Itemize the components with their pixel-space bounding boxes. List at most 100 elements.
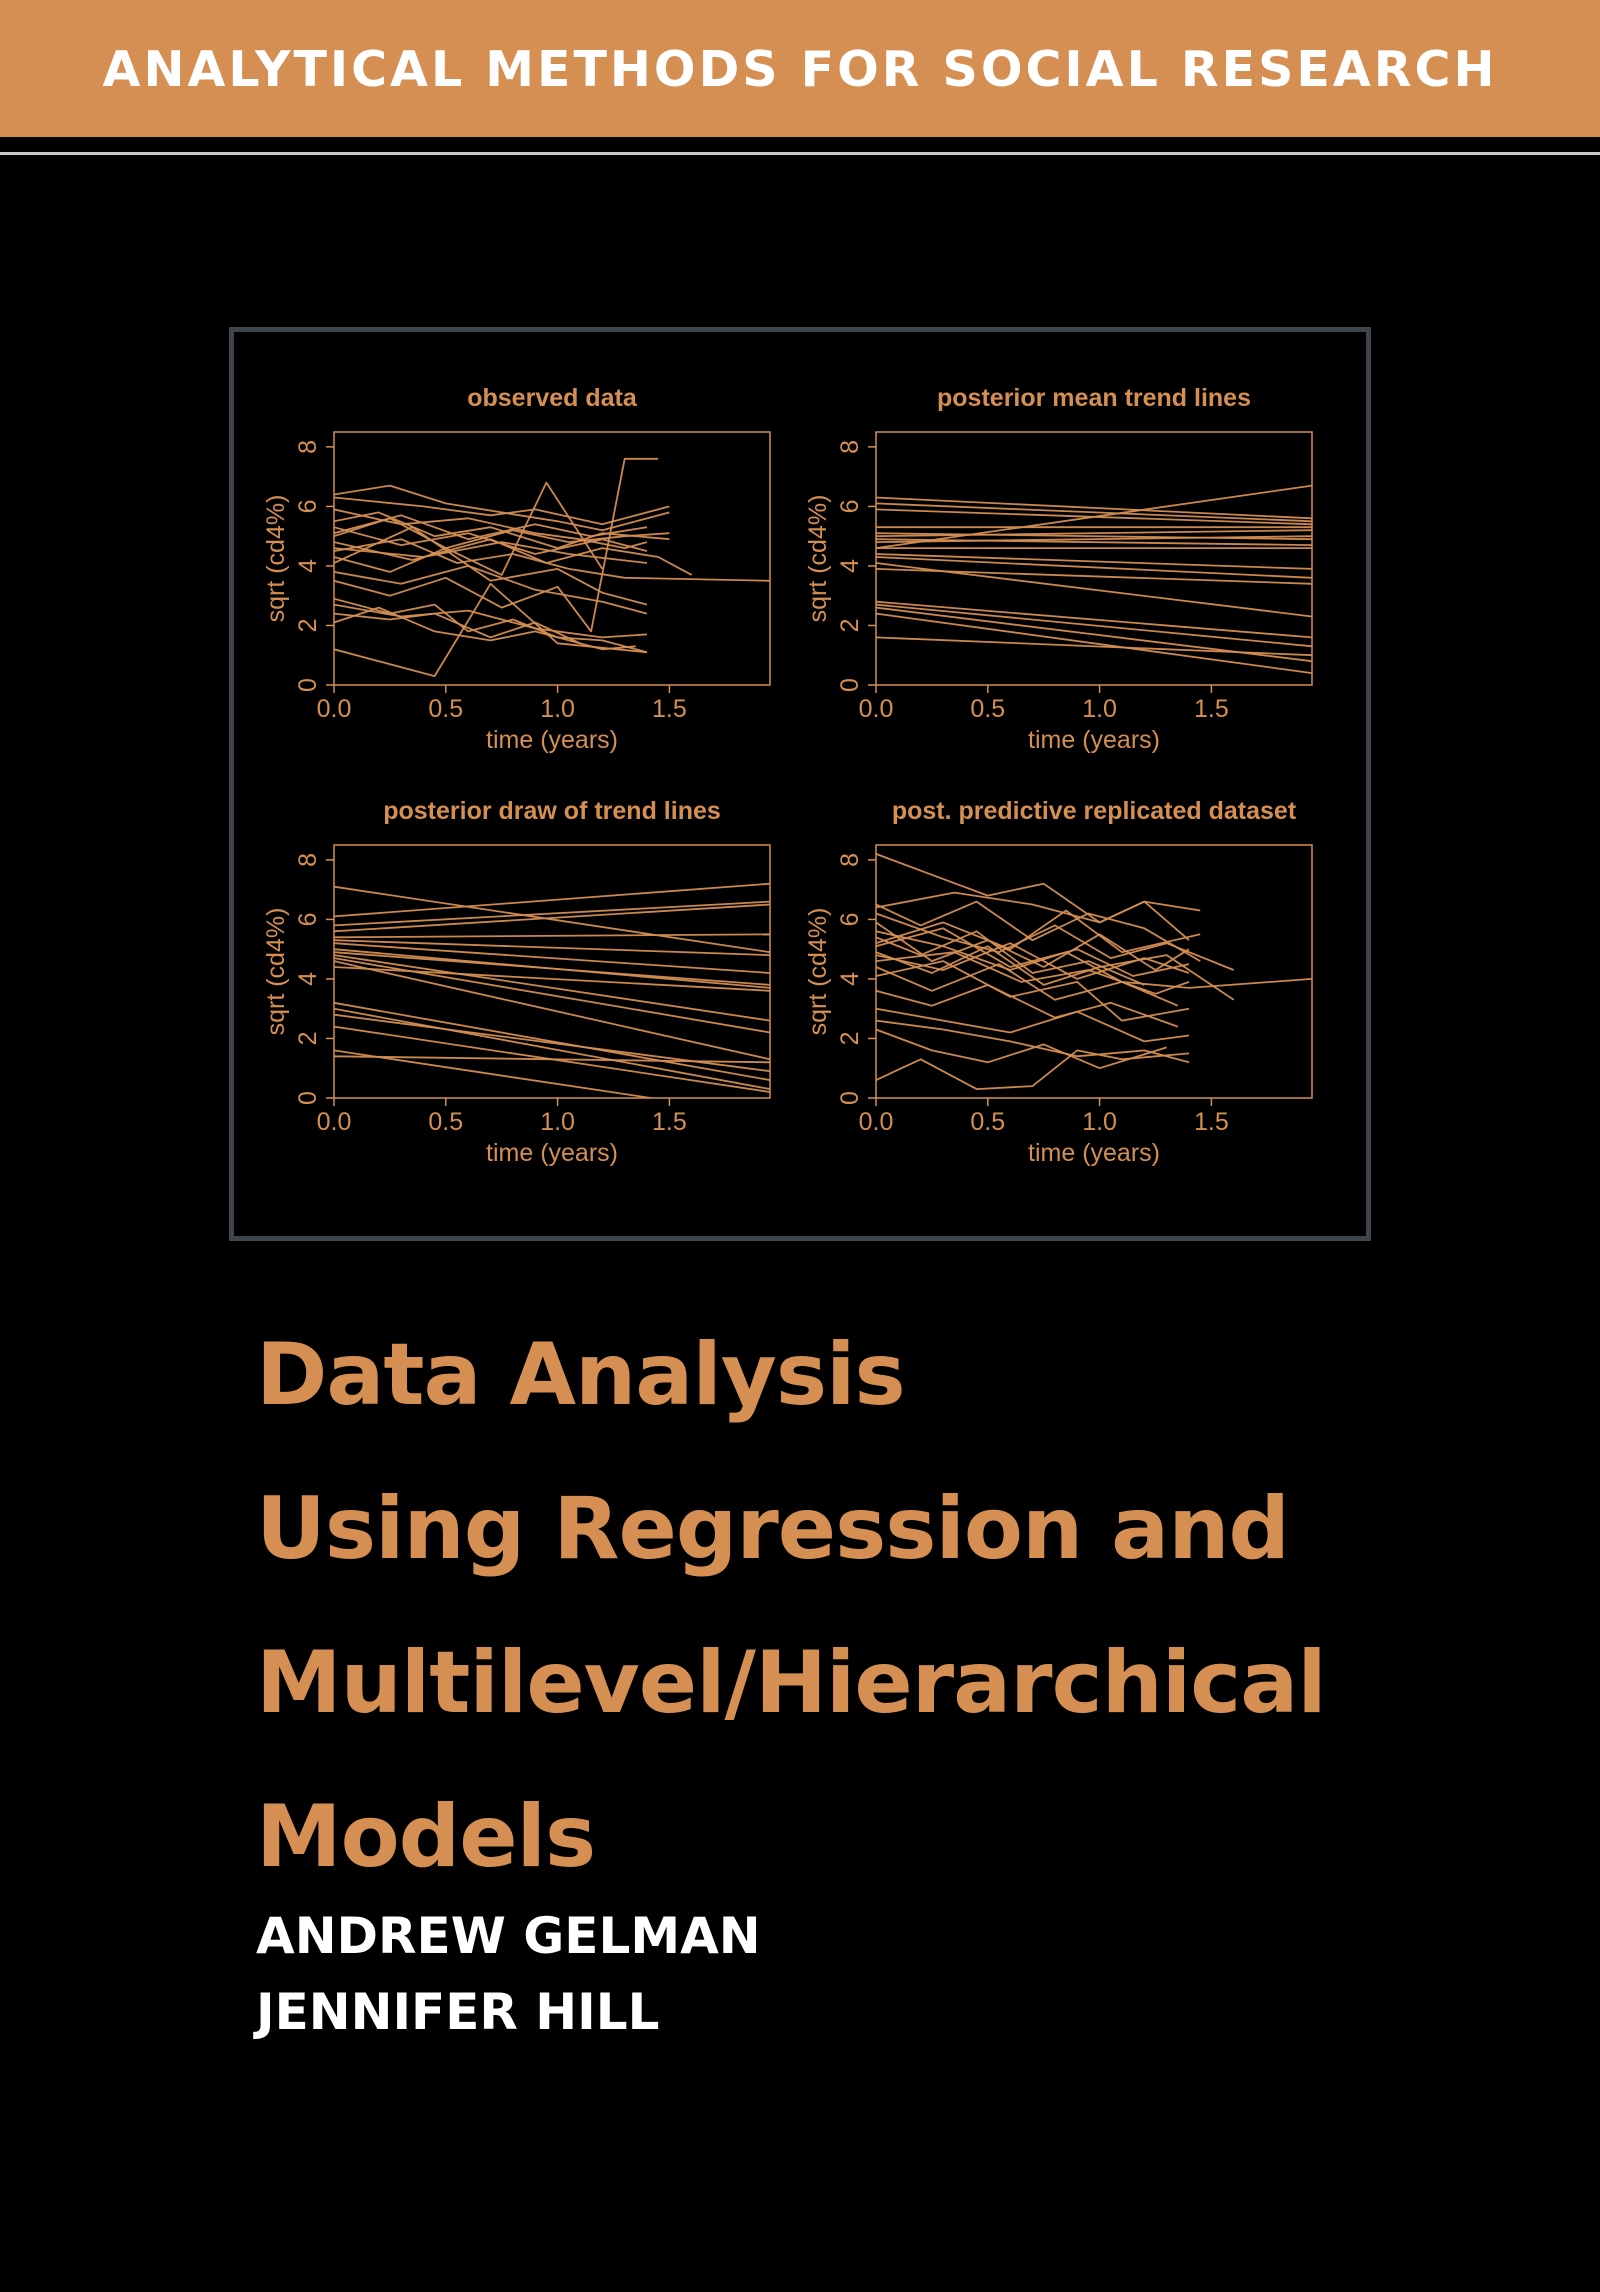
x-tick-label: 1.0 [540,1108,575,1136]
author-name: ANDREW GELMAN [256,1907,761,1965]
plot-frame [875,844,1313,1099]
series-line [334,496,670,526]
series-line [334,933,770,939]
series-line [334,612,581,645]
series-line [334,538,770,582]
series-line [876,927,1190,977]
series-line [334,481,604,576]
x-tick-label: 0.0 [859,695,894,723]
x-tick-label: 1.5 [1194,1108,1229,1136]
x-tick-label: 1.5 [1194,695,1229,723]
series-line [334,960,770,1061]
series-line [876,951,1190,995]
series-line [876,535,1312,543]
series-line [876,502,1312,523]
series-line [876,529,1312,538]
series-line [876,921,1190,971]
series-line [334,903,770,933]
series-line [876,909,1201,954]
series-group [334,882,770,1098]
x-axis-label: time (years) [1028,1139,1160,1167]
y-axis-label: sqrt (cd4%) [804,908,832,1036]
series-line [876,930,1145,986]
series-line [876,532,1312,541]
series-group [334,457,770,678]
x-tick-label: 0.5 [428,695,463,723]
figure-panels: observed data 0.0 0.5 1.0 1.5 time (years) 0 2 4… [262,384,1313,1167]
series-line [334,606,636,651]
authors: ANDREW GELMAN JENNIFER HILL [256,1898,761,2050]
series-line [334,942,770,974]
panel-title: observed data [467,384,638,412]
series-line [334,526,648,606]
series-line [876,963,1179,1007]
series-line [876,538,1312,546]
y-tick-label: 8 [294,853,322,867]
book-title-line-1: Data Analysis [256,1325,906,1425]
y-tick-label: 6 [294,912,322,926]
series-line [876,484,1312,549]
x-axis-label: time (years) [486,1139,618,1167]
y-axis-label: sqrt (cd4%) [804,495,832,623]
series-line [876,900,1201,962]
series-line [334,1013,770,1073]
x-tick-label: 0.5 [970,1108,1005,1136]
series-line [334,541,648,564]
chart-panel: post. predictive replicated dataset 0.0 0.… [804,797,1313,1167]
series-line [876,636,1312,657]
y-tick-label: 2 [294,619,322,633]
chart-panel: posterior mean trend lines 0.0 0.5 1.0 1.5 ti… [804,384,1313,754]
series-line [334,951,770,986]
y-tick-label: 2 [836,619,864,633]
series-line [334,484,670,532]
x-tick-label: 1.0 [1082,1108,1117,1136]
series-group [876,484,1312,674]
y-tick-label: 0 [294,678,322,692]
series-line [876,556,1312,579]
y-axis-label: sqrt (cd4%) [262,495,290,623]
y-tick-label: 4 [294,972,322,986]
series-line [334,885,770,954]
series-banner [0,0,1600,137]
y-tick-label: 0 [294,1091,322,1105]
plot-frame [333,431,771,686]
plot-frame [875,431,1313,686]
chart-panel: posterior draw of trend lines 0.0 0.5 1.0 1.… [262,797,771,1167]
x-tick-label: 1.0 [1082,695,1117,723]
series-line [876,603,1312,648]
x-tick-label: 0.0 [317,1108,352,1136]
x-tick-label: 1.5 [652,695,687,723]
book-title-line-4: Models [256,1787,596,1887]
cover-figure: observed data 0.0 0.5 1.0 1.5 time (years) 0 2 4… [229,327,1371,1241]
series-title: ANALYTICAL METHODS FOR SOCIAL RESEARCH [102,41,1498,98]
series-line [876,600,1312,639]
series-line [876,568,1312,585]
series-line [334,1049,657,1098]
panel-title: post. predictive replicated dataset [892,797,1297,825]
series-line [876,1007,1190,1043]
panel-title: posterior draw of trend lines [383,797,721,825]
y-tick-label: 4 [836,972,864,986]
y-tick-label: 6 [836,912,864,926]
y-tick-label: 2 [836,1032,864,1046]
series-line [876,942,1190,980]
x-tick-label: 1.5 [652,1108,687,1136]
series-line [334,564,648,615]
series-line [334,597,648,654]
series-line [334,582,648,678]
series-line [876,496,1312,520]
series-line [334,882,770,918]
series-line [334,1007,770,1090]
y-tick-label: 0 [836,678,864,692]
x-tick-label: 0.0 [317,695,352,723]
series-line [334,966,770,992]
book-title-line-3: Multilevel/Hierarchical [256,1633,1327,1733]
series-line [334,900,770,927]
panel-title: posterior mean trend lines [937,384,1251,412]
book-title: Data Analysis Using Regression and Multi… [256,1298,1556,1914]
y-tick-label: 8 [836,440,864,454]
series-line [334,457,659,633]
x-tick-label: 1.0 [540,695,575,723]
x-tick-label: 0.5 [970,695,1005,723]
plot-frame [333,844,771,1099]
